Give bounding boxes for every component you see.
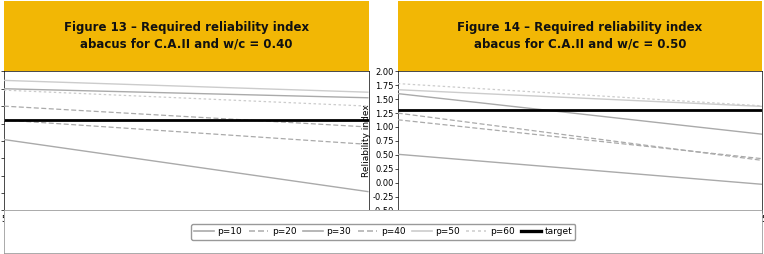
X-axis label: Time (years): Time (years) [552, 225, 609, 234]
Legend: p=10, p=20, p=30, p=40, p=50, p=60, target: p=10, p=20, p=30, p=40, p=50, p=60, targ… [191, 224, 575, 240]
Y-axis label: Reliability index: Reliability index [362, 105, 371, 177]
X-axis label: Time (years): Time (years) [157, 225, 215, 234]
Text: Figure 13 – Required reliability index
abacus for C.A.II and w/c = 0.40: Figure 13 – Required reliability index a… [63, 21, 309, 51]
Text: Figure 14 – Required reliability index
abacus for C.A.II and w/c = 0.50: Figure 14 – Required reliability index a… [458, 21, 703, 51]
